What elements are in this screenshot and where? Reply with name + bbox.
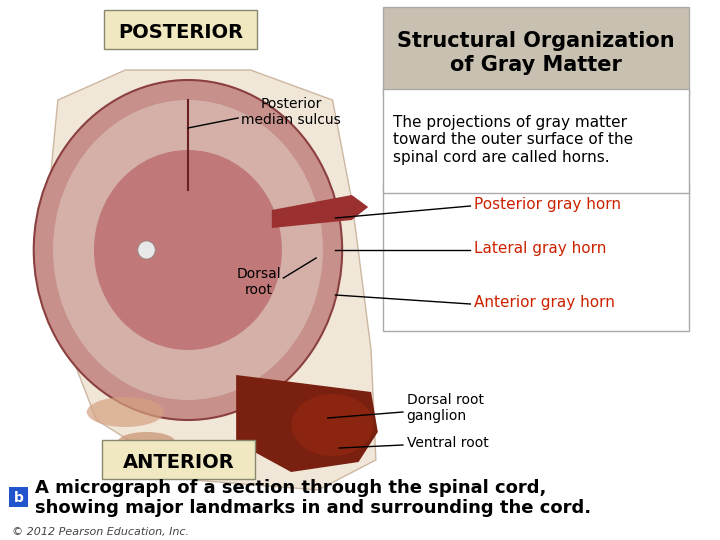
Ellipse shape [86, 397, 164, 427]
Text: © 2012 Pearson Education, Inc.: © 2012 Pearson Education, Inc. [12, 527, 189, 537]
Ellipse shape [117, 432, 176, 452]
FancyBboxPatch shape [382, 89, 689, 193]
Polygon shape [236, 375, 378, 472]
Text: b: b [14, 491, 23, 505]
Text: Posterior gray horn: Posterior gray horn [474, 197, 621, 212]
FancyBboxPatch shape [104, 10, 257, 49]
Ellipse shape [34, 80, 342, 420]
Text: A micrograph of a section through the spinal cord,
showing major landmarks in an: A micrograph of a section through the sp… [35, 478, 591, 517]
Text: Anterior gray horn: Anterior gray horn [474, 294, 615, 309]
Text: Dorsal
root: Dorsal root [237, 267, 282, 297]
Text: Dorsal root
ganglion: Dorsal root ganglion [407, 393, 484, 423]
Polygon shape [48, 70, 376, 490]
Ellipse shape [138, 241, 156, 259]
Text: Posterior
median sulcus: Posterior median sulcus [241, 97, 341, 127]
Text: POSTERIOR: POSTERIOR [119, 23, 244, 42]
FancyBboxPatch shape [102, 440, 256, 479]
FancyBboxPatch shape [382, 7, 689, 95]
Ellipse shape [292, 394, 374, 456]
FancyBboxPatch shape [382, 185, 689, 331]
Ellipse shape [94, 150, 282, 350]
Text: The projections of gray matter
toward the outer surface of the
spinal cord are c: The projections of gray matter toward th… [393, 115, 634, 165]
Text: ANTERIOR: ANTERIOR [123, 453, 235, 471]
Text: Ventral root: Ventral root [407, 436, 488, 450]
Ellipse shape [53, 100, 323, 400]
FancyBboxPatch shape [9, 487, 28, 507]
Polygon shape [272, 195, 368, 228]
Text: Structural Organization
of Gray Matter: Structural Organization of Gray Matter [397, 31, 675, 75]
Text: Lateral gray horn: Lateral gray horn [474, 240, 606, 255]
